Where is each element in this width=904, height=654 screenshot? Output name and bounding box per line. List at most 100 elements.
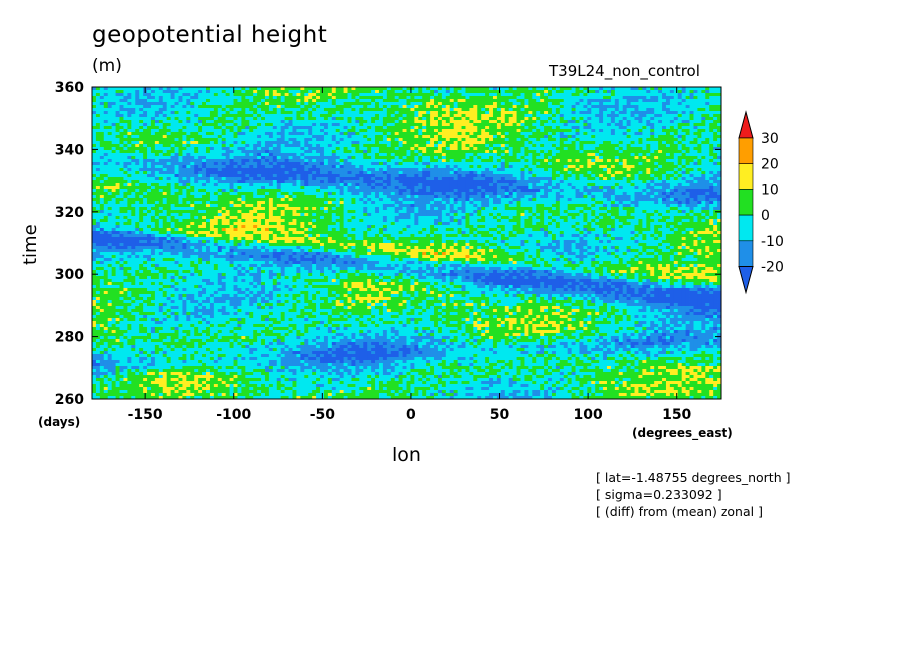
heatmap-cell [386, 105, 392, 109]
heatmap-cell [386, 156, 392, 160]
heatmap-cell [520, 138, 525, 142]
heatmap-cell [587, 168, 592, 172]
heatmap-cell [304, 147, 309, 151]
heatmap-cell [158, 93, 164, 97]
heatmap-cell [127, 180, 132, 184]
heatmap-cell [371, 117, 376, 121]
heatmap-cell [186, 96, 191, 100]
heatmap-cell [461, 96, 466, 100]
heatmap-cell [327, 168, 333, 172]
heatmap-cell [551, 132, 557, 136]
heatmap-cell [327, 150, 333, 154]
heatmap-cell [308, 132, 313, 136]
heatmap-cell [182, 108, 187, 112]
heatmap-cell [646, 162, 651, 166]
heatmap-cell [418, 174, 423, 178]
heatmap-cell [563, 123, 569, 127]
heatmap-cell [209, 171, 215, 175]
heatmap-cell [500, 90, 506, 94]
heatmap-cell [139, 105, 144, 109]
heatmap-cell [504, 147, 510, 151]
heatmap-cell [95, 102, 101, 106]
heatmap-cell [150, 126, 156, 130]
heatmap-cell [713, 120, 718, 124]
heatmap-cell [355, 129, 360, 133]
heatmap-cell [363, 141, 368, 145]
heatmap-cell [127, 114, 132, 118]
heatmap-cell [571, 90, 576, 94]
heatmap-cell [701, 126, 706, 130]
heatmap-cell [386, 147, 392, 151]
heatmap-cell [264, 171, 270, 175]
heatmap-cell [595, 159, 600, 163]
heatmap-cell [689, 165, 694, 169]
heatmap-cell [591, 171, 596, 175]
heatmap-cell [296, 99, 301, 103]
heatmap-cell [701, 120, 706, 124]
heatmap-cell [394, 150, 400, 154]
heatmap-cell [229, 171, 234, 175]
heatmap-cell [107, 156, 113, 160]
heatmap-cell [111, 156, 116, 160]
heatmap-cell [717, 177, 722, 181]
heatmap-cell [473, 156, 478, 160]
heatmap-cell [520, 99, 525, 103]
heatmap-cell [465, 162, 470, 166]
heatmap-cell [532, 141, 537, 145]
heatmap-cell [147, 177, 152, 181]
heatmap-cell [489, 165, 494, 169]
heatmap-cell [343, 144, 348, 148]
heatmap-cell [178, 141, 183, 145]
heatmap-cell [162, 111, 168, 115]
heatmap-cell [669, 99, 675, 103]
heatmap-cell [665, 93, 671, 97]
heatmap-cell [398, 150, 403, 154]
heatmap-cell [257, 99, 262, 103]
heatmap-cell [563, 144, 569, 148]
heatmap-cell [371, 90, 376, 94]
heatmap-cell [229, 144, 234, 148]
heatmap-cell [382, 159, 388, 163]
heatmap-cell [347, 156, 352, 160]
heatmap-cell [359, 147, 364, 151]
heatmap-cell [304, 156, 309, 160]
heatmap-cell [587, 126, 592, 130]
heatmap-cell [701, 174, 706, 178]
heatmap-cell [107, 171, 113, 175]
heatmap-cell [705, 117, 710, 121]
heatmap-cell [481, 147, 486, 151]
heatmap-cell [296, 114, 301, 118]
heatmap-cell [174, 135, 179, 139]
heatmap-cell [481, 150, 486, 154]
heatmap-cell [174, 177, 179, 181]
heatmap-cell [418, 99, 423, 103]
heatmap-cell [209, 165, 215, 169]
heatmap-cell [221, 96, 227, 100]
heatmap-cell [449, 150, 455, 154]
heatmap-cell [508, 96, 514, 100]
heatmap-cell [520, 162, 525, 166]
heatmap-cell [402, 135, 407, 139]
heatmap-cell [508, 87, 514, 91]
heatmap-cell [268, 102, 274, 106]
heatmap-cell [363, 168, 368, 172]
heatmap-cell [288, 105, 293, 109]
heatmap-cell [343, 99, 348, 103]
heatmap-cell [375, 99, 380, 103]
heatmap-cell [689, 93, 694, 97]
heatmap-cell [95, 165, 101, 169]
heatmap-cell [382, 147, 388, 151]
heatmap-cell [654, 171, 659, 175]
heatmap-cell [359, 138, 364, 142]
heatmap-cell [245, 111, 250, 115]
heatmap-cell [375, 120, 380, 124]
heatmap-cell [422, 165, 427, 169]
heatmap-cell [689, 90, 694, 94]
heatmap-cell [213, 129, 219, 133]
heatmap-cell [406, 138, 411, 142]
heatmap-cell [166, 144, 172, 148]
heatmap-cell [378, 129, 384, 133]
heatmap-cell [496, 174, 502, 178]
heatmap-cell [445, 177, 451, 181]
heatmap-cell [95, 147, 101, 151]
